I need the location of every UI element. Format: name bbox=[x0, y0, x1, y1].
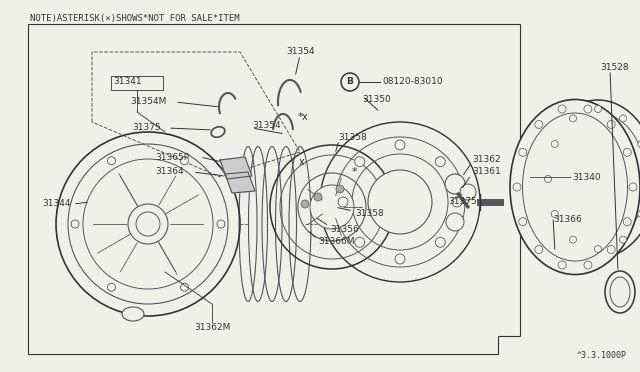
Polygon shape bbox=[220, 157, 252, 179]
Circle shape bbox=[638, 211, 640, 218]
Circle shape bbox=[108, 157, 115, 165]
Circle shape bbox=[71, 220, 79, 228]
Text: 31354M: 31354M bbox=[130, 97, 166, 106]
Text: 31350: 31350 bbox=[362, 94, 391, 103]
Circle shape bbox=[136, 212, 160, 236]
Circle shape bbox=[584, 105, 592, 113]
Circle shape bbox=[570, 115, 577, 122]
Ellipse shape bbox=[122, 307, 144, 321]
Circle shape bbox=[607, 121, 615, 128]
Circle shape bbox=[180, 283, 189, 291]
Text: 31344: 31344 bbox=[42, 199, 70, 208]
Text: *: * bbox=[351, 167, 357, 177]
Text: x: x bbox=[302, 112, 308, 122]
Circle shape bbox=[341, 73, 359, 91]
Circle shape bbox=[620, 115, 627, 122]
Text: 31365P: 31365P bbox=[155, 153, 189, 161]
Text: B: B bbox=[347, 77, 353, 87]
Circle shape bbox=[460, 184, 476, 200]
Text: 31528: 31528 bbox=[600, 62, 628, 71]
Circle shape bbox=[355, 157, 365, 167]
Text: 31362: 31362 bbox=[472, 154, 500, 164]
Circle shape bbox=[584, 261, 592, 269]
Circle shape bbox=[558, 105, 566, 113]
Polygon shape bbox=[225, 172, 255, 193]
Ellipse shape bbox=[605, 271, 635, 313]
Text: 31341: 31341 bbox=[113, 77, 141, 87]
Text: 31375: 31375 bbox=[448, 198, 477, 206]
Ellipse shape bbox=[510, 99, 640, 275]
Circle shape bbox=[180, 157, 189, 165]
Circle shape bbox=[445, 174, 465, 194]
Circle shape bbox=[623, 148, 631, 156]
Circle shape bbox=[301, 200, 309, 208]
Text: 31364: 31364 bbox=[155, 167, 184, 176]
Text: 08120-83010: 08120-83010 bbox=[382, 77, 443, 86]
Circle shape bbox=[551, 211, 558, 218]
Text: 31340: 31340 bbox=[572, 173, 600, 182]
Text: 31354: 31354 bbox=[252, 121, 280, 129]
Circle shape bbox=[551, 141, 558, 148]
Ellipse shape bbox=[539, 100, 640, 258]
Text: 31366M: 31366M bbox=[318, 237, 355, 247]
Text: 31354: 31354 bbox=[286, 48, 315, 57]
Circle shape bbox=[395, 254, 405, 264]
Circle shape bbox=[320, 122, 480, 282]
Circle shape bbox=[535, 246, 543, 254]
Circle shape bbox=[607, 246, 615, 254]
Circle shape bbox=[368, 170, 432, 234]
Text: 31375: 31375 bbox=[132, 124, 161, 132]
Circle shape bbox=[435, 157, 445, 167]
Circle shape bbox=[310, 185, 354, 229]
Text: 31356: 31356 bbox=[330, 224, 359, 234]
Circle shape bbox=[620, 236, 627, 243]
Circle shape bbox=[314, 193, 322, 201]
Circle shape bbox=[638, 141, 640, 148]
Text: *: * bbox=[297, 112, 303, 122]
Circle shape bbox=[435, 237, 445, 247]
Text: 31361: 31361 bbox=[472, 167, 500, 176]
Circle shape bbox=[338, 197, 348, 207]
Circle shape bbox=[452, 197, 462, 207]
Circle shape bbox=[519, 148, 527, 156]
Circle shape bbox=[128, 204, 168, 244]
Text: 31362M: 31362M bbox=[194, 323, 230, 331]
Circle shape bbox=[446, 213, 464, 231]
Circle shape bbox=[558, 261, 566, 269]
Text: NOTE)ASTERISK(×)SHOWS*NOT FOR SALE*ITEM: NOTE)ASTERISK(×)SHOWS*NOT FOR SALE*ITEM bbox=[30, 14, 239, 23]
Text: x: x bbox=[299, 157, 305, 167]
Text: 31358: 31358 bbox=[338, 132, 367, 141]
Circle shape bbox=[217, 220, 225, 228]
Circle shape bbox=[595, 246, 602, 253]
Circle shape bbox=[108, 283, 115, 291]
Text: ^3.3.1000P: ^3.3.1000P bbox=[577, 351, 627, 360]
Circle shape bbox=[545, 176, 552, 183]
Circle shape bbox=[395, 140, 405, 150]
Circle shape bbox=[513, 183, 521, 191]
Circle shape bbox=[629, 183, 637, 191]
Text: 31358: 31358 bbox=[355, 209, 384, 218]
Circle shape bbox=[535, 121, 543, 128]
Circle shape bbox=[595, 106, 602, 112]
Circle shape bbox=[623, 218, 631, 226]
Circle shape bbox=[355, 237, 365, 247]
Bar bbox=[111, 76, 163, 90]
Circle shape bbox=[336, 185, 344, 193]
Circle shape bbox=[519, 218, 527, 226]
Text: 31366: 31366 bbox=[553, 215, 582, 224]
Circle shape bbox=[570, 236, 577, 243]
